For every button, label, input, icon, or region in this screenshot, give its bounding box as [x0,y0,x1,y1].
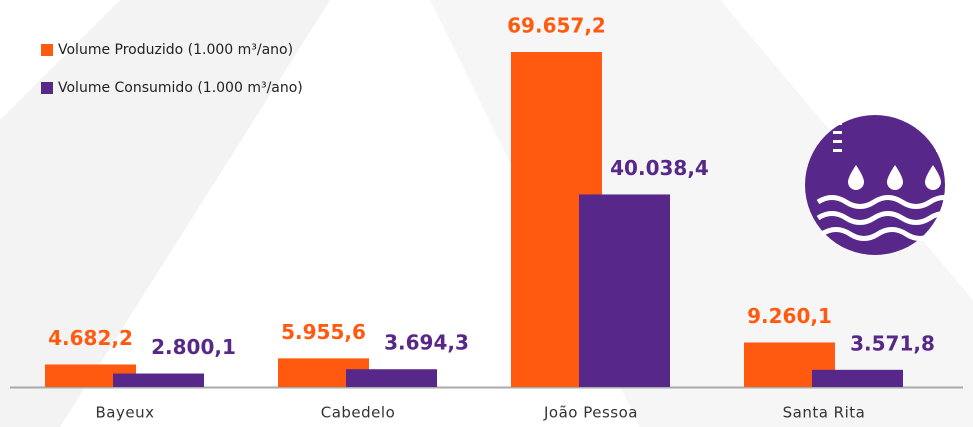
bar [812,369,903,387]
value-label: 5.955,6 [281,320,366,344]
water-icon [805,115,960,255]
bar [346,369,437,387]
bar [579,194,670,387]
legend-label: Volume Consumido (1.000 m³/ano) [58,80,303,96]
legend-swatch [41,82,53,94]
x-tick-label: Bayeux [96,404,155,422]
value-label: 3.571,8 [850,331,935,355]
legend-swatch [41,44,53,56]
x-tick-label: Cabedelo [321,404,396,422]
bar [113,373,204,387]
x-tick-label: Santa Rita [783,404,866,422]
value-label: 9.260,1 [747,304,832,328]
value-label: 4.682,2 [48,326,133,350]
legend-label: Volume Produzido (1.000 m³/ano) [58,42,293,58]
x-tick-label: João Pessoa [543,404,638,422]
value-label: 2.800,1 [151,335,236,359]
value-label: 3.694,3 [384,331,469,355]
value-label: 40.038,4 [610,156,709,180]
value-label: 69.657,2 [507,14,606,38]
